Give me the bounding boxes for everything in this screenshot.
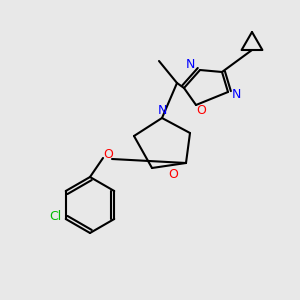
Text: Cl: Cl <box>50 211 62 224</box>
Text: N: N <box>231 88 241 101</box>
Text: O: O <box>103 148 113 161</box>
Text: N: N <box>157 104 167 118</box>
Text: N: N <box>185 58 195 71</box>
Text: O: O <box>196 103 206 116</box>
Text: O: O <box>168 169 178 182</box>
